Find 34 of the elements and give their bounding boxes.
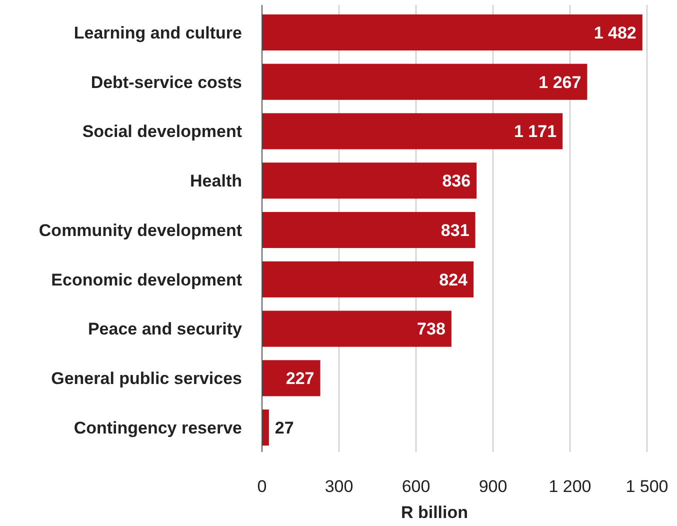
bar <box>262 310 452 347</box>
bar <box>262 14 642 50</box>
data-label: 824 <box>439 270 468 290</box>
x-axis-title: R billion <box>400 503 468 522</box>
x-tick-label: 900 <box>478 476 508 496</box>
x-tick-label: 1 200 <box>548 476 592 496</box>
y-tick-label: Debt-service costs <box>90 72 242 92</box>
data-label: 27 <box>274 418 294 438</box>
bar <box>262 113 563 150</box>
bar <box>262 212 476 248</box>
bar <box>262 64 588 100</box>
x-tick-label: 0 <box>257 476 267 496</box>
y-tick-label: Contingency reserve <box>74 418 242 438</box>
bar <box>262 410 269 446</box>
bar <box>262 261 474 298</box>
x-tick-label: 600 <box>402 476 430 496</box>
y-tick-label: Social development <box>82 122 242 142</box>
x-tick-label: 1 500 <box>626 476 668 496</box>
x-tick-label: 300 <box>324 476 354 496</box>
data-label: 1 171 <box>514 122 557 142</box>
y-tick-label: Economic development <box>51 270 242 290</box>
data-label: 738 <box>417 320 446 339</box>
bar <box>262 360 320 396</box>
bar <box>262 162 477 199</box>
y-tick-label: Health <box>190 172 242 191</box>
data-label: 836 <box>442 172 471 191</box>
data-label: 831 <box>440 220 470 240</box>
y-tick-label: Community development <box>38 220 242 240</box>
data-label: 1 267 <box>538 72 582 92</box>
y-tick-label: General public services <box>51 369 242 388</box>
y-tick-label: Learning and culture <box>74 23 242 42</box>
y-tick-label: Peace and security <box>88 320 243 339</box>
data-label: 227 <box>286 369 314 388</box>
data-label: 1 482 <box>594 23 636 42</box>
